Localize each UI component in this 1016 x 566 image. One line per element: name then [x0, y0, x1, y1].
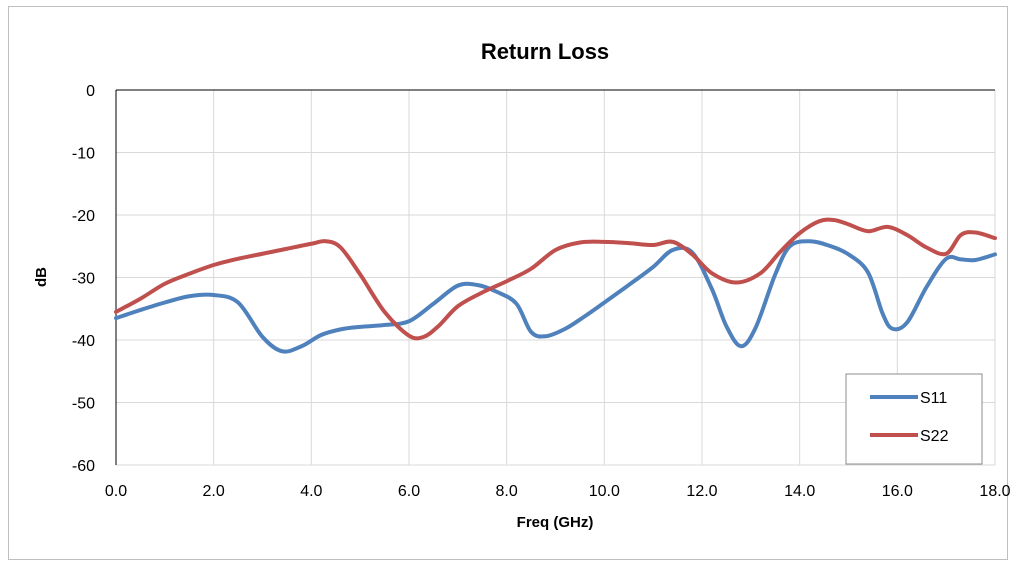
- x-tick-label: 10.0: [589, 483, 620, 500]
- series-line-s22: [114, 217, 997, 341]
- chart-title: Return Loss: [481, 39, 609, 64]
- x-tick-label: 8.0: [496, 483, 518, 500]
- x-axis-label: Freq (GHz): [517, 514, 594, 531]
- legend: S11 S22: [845, 373, 983, 465]
- x-tick-label: 0.0: [105, 483, 127, 500]
- y-axis-label: dB: [33, 267, 50, 287]
- series-line-s11: [114, 239, 997, 354]
- y-tick-label: -40: [72, 333, 95, 350]
- x-tick-label: 2.0: [203, 483, 225, 500]
- legend-label-s22: S22: [920, 428, 949, 445]
- x-tick-label: 18.0: [979, 483, 1010, 500]
- x-tick-label: 12.0: [686, 483, 717, 500]
- series-lines: [114, 217, 997, 354]
- x-tick-labels: 0.0 2.0 4.0 6.0 8.0 10.0 12.0 14.0 16.0 18.0: [105, 483, 1011, 500]
- legend-label-s11: S11: [920, 390, 947, 407]
- x-tick-label: 16.0: [882, 483, 913, 500]
- x-tick-label: 6.0: [398, 483, 420, 500]
- chart-frame: [8, 6, 1008, 560]
- x-tick-label: 14.0: [784, 483, 815, 500]
- y-tick-label: -60: [72, 458, 95, 475]
- y-tick-label: -50: [72, 396, 95, 413]
- y-tick-label: -30: [72, 271, 95, 288]
- x-tick-label: 4.0: [300, 483, 322, 500]
- grid-lines: [115, 89, 996, 466]
- y-tick-label: 0: [86, 83, 95, 100]
- y-tick-label: -20: [72, 208, 95, 225]
- legend-box: [845, 373, 983, 465]
- y-tick-labels: 0 -10 -20 -30 -40 -50 -60: [72, 83, 95, 475]
- y-tick-label: -10: [72, 146, 95, 163]
